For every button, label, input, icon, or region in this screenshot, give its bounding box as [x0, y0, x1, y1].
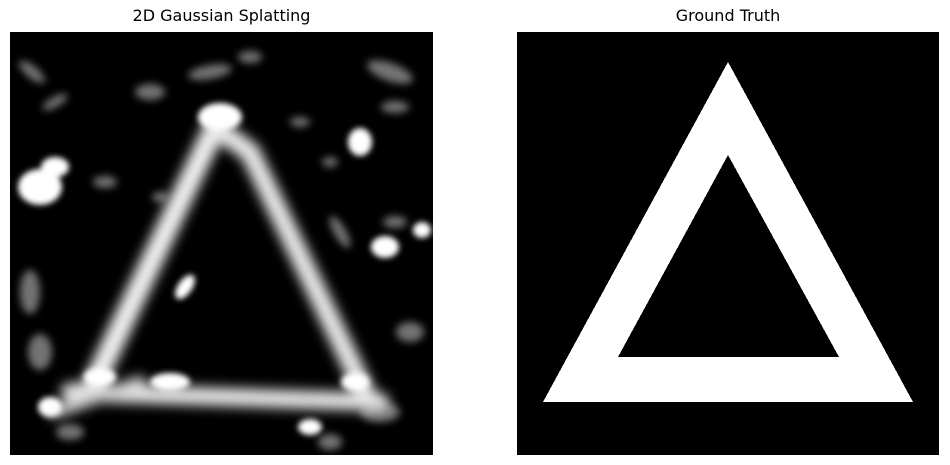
right-panel-title: Ground Truth [675, 6, 781, 25]
gaussian-splatting-image [10, 32, 433, 455]
ground-truth-render [517, 32, 939, 455]
ground-truth-image [517, 32, 939, 455]
left-panel-title: 2D Gaussian Splatting [132, 6, 311, 25]
gaussian-splatting-render [10, 32, 433, 455]
